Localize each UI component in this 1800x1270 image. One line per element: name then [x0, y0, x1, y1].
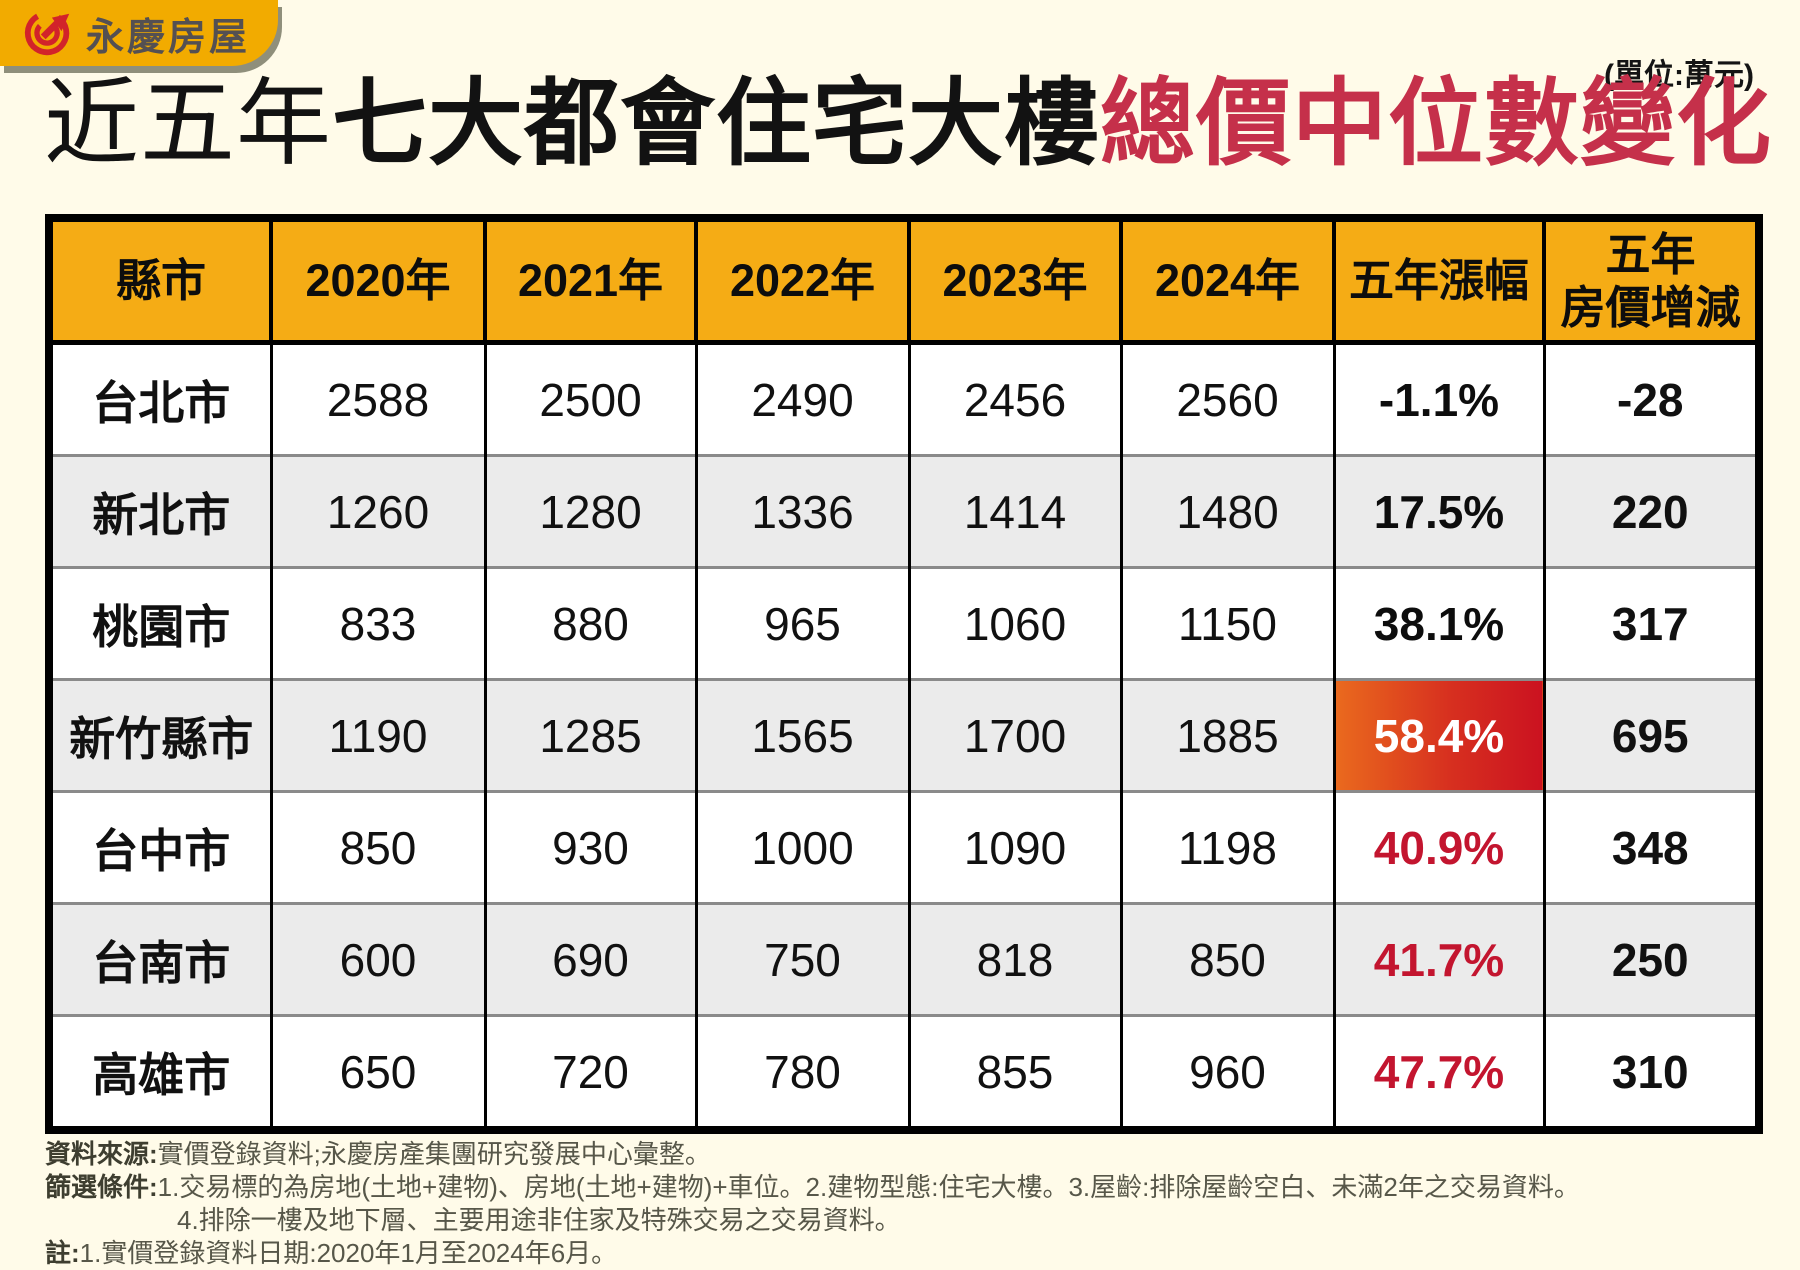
- price-cell: 1060: [907, 566, 1121, 680]
- five-year-change-pct-cell: 58.4%: [1332, 678, 1544, 792]
- five-year-change-amount-cell: 250: [1542, 902, 1759, 1016]
- city-cell: 桃園市: [49, 566, 271, 680]
- price-cell: 1480: [1119, 454, 1334, 568]
- table-body: 台北市 2588 2500 2490 2456 2560 -1.1% -28 新北市 1260 12…: [49, 342, 1759, 1130]
- filter-text: 1.交易標的為房地(土地+建物)、房地(土地+建物)+車位。2.建物型態:住宅大…: [157, 1172, 1580, 1202]
- note-text: 1.實價登錄資料日期:2020年1月至2024年6月。: [79, 1238, 618, 1268]
- brand-name: 永慶房屋: [86, 16, 251, 59]
- price-cell: 965: [694, 566, 909, 680]
- price-cell: 1280: [483, 454, 696, 568]
- source-text: 實價登錄資料;永慶房產集團研究發展中心彙整。: [157, 1139, 711, 1169]
- five-year-change-pct-cell: 40.9%: [1332, 790, 1544, 904]
- city-cell: 高雄市: [49, 1014, 271, 1130]
- price-cell: 1336: [694, 454, 909, 568]
- price-cell: 2588: [269, 342, 485, 456]
- city-cell: 新北市: [49, 454, 271, 568]
- city-cell: 新竹縣市: [49, 678, 271, 792]
- table-row: 桃園市 833 880 965 1060 1150 38.1% 317: [49, 566, 1759, 680]
- header-cell-2024: 2024年: [1119, 218, 1334, 345]
- header-cell-city: 縣市: [49, 218, 271, 345]
- price-cell: 1190: [269, 678, 485, 792]
- source-line: 資料來源:實價登錄資料;永慶房產集團研究發展中心彙整。: [45, 1138, 1755, 1171]
- price-cell: 2560: [1119, 342, 1334, 456]
- price-cell: 855: [907, 1014, 1121, 1130]
- price-cell: 780: [694, 1014, 909, 1130]
- filter-line: 篩選條件:1.交易標的為房地(土地+建物)、房地(土地+建物)+車位。2.建物型…: [45, 1171, 1755, 1204]
- city-cell: 台中市: [49, 790, 271, 904]
- five-year-change-amount-cell: 317: [1542, 566, 1759, 680]
- price-cell: 850: [1119, 902, 1334, 1016]
- price-cell: 690: [483, 902, 696, 1016]
- five-year-change-amount-cell: -28: [1542, 342, 1759, 456]
- yungching-logo-icon: [24, 10, 70, 56]
- price-cell: 1414: [907, 454, 1121, 568]
- price-cell: 850: [269, 790, 485, 904]
- note-label: 註:: [45, 1238, 80, 1268]
- title-highlight: 總價中位數變化: [1100, 71, 1773, 177]
- five-year-change-amount-cell: 310: [1542, 1014, 1759, 1130]
- header-cell-2020: 2020年: [269, 218, 485, 345]
- price-cell: 1285: [483, 678, 696, 792]
- price-cell: 930: [483, 790, 696, 904]
- filter-label: 篩選條件:: [45, 1172, 158, 1202]
- header-cell-five-year-change-amount: 五年 房價增減: [1542, 218, 1759, 345]
- unit-label: (單位:萬元): [1604, 59, 1754, 92]
- price-cell: 1150: [1119, 566, 1334, 680]
- header-cell-2022: 2022年: [694, 218, 909, 345]
- title-main: 七大都會住宅大樓: [332, 71, 1101, 177]
- price-cell: 1700: [907, 678, 1121, 792]
- header-cell-2021: 2021年: [483, 218, 696, 345]
- price-cell: 1260: [269, 454, 485, 568]
- five-year-change-pct-cell: 17.5%: [1332, 454, 1544, 568]
- footnotes: 資料來源:實價登錄資料;永慶房產集團研究發展中心彙整。 篩選條件:1.交易標的為…: [45, 1138, 1755, 1270]
- price-cell: 1090: [907, 790, 1121, 904]
- five-year-change-amount-cell: 220: [1542, 454, 1759, 568]
- city-cell: 台南市: [49, 902, 271, 1016]
- five-year-change-amount-cell: 348: [1542, 790, 1759, 904]
- price-cell: 1198: [1119, 790, 1334, 904]
- five-year-change-pct-cell: 47.7%: [1332, 1014, 1544, 1130]
- price-cell: 1885: [1119, 678, 1334, 792]
- price-cell: 750: [694, 902, 909, 1016]
- city-cell: 台北市: [49, 342, 271, 456]
- table-header: 縣市 2020年 2021年 2022年 2023年 2024年 五年漲幅 五年…: [49, 218, 1759, 345]
- five-year-change-pct-cell: -1.1%: [1332, 342, 1544, 456]
- five-year-change-pct-cell: 41.7%: [1332, 902, 1544, 1016]
- title-prefix: 近五年: [44, 69, 333, 179]
- table-row: 台北市 2588 2500 2490 2456 2560 -1.1% -28: [49, 342, 1759, 456]
- header-cell-2023: 2023年: [907, 218, 1121, 345]
- table-row: 新竹縣市 1190 1285 1565 1700 1885 58.4% 695: [49, 678, 1759, 792]
- page-title: 近五年七大都會住宅大樓總價中位數變化: [44, 76, 1772, 173]
- price-cell: 1000: [694, 790, 909, 904]
- price-table: 縣市 2020年 2021年 2022年 2023年 2024年 五年漲幅 五年…: [45, 214, 1763, 1134]
- price-cell: 650: [269, 1014, 485, 1130]
- brand-badge: 永慶房屋: [0, 0, 278, 66]
- price-cell: 720: [483, 1014, 696, 1130]
- price-cell: 2490: [694, 342, 909, 456]
- price-cell: 880: [483, 566, 696, 680]
- price-cell: 960: [1119, 1014, 1334, 1130]
- price-cell: 833: [269, 566, 485, 680]
- price-cell: 818: [907, 902, 1121, 1016]
- header-cell-five-year-change-pct: 五年漲幅: [1332, 218, 1544, 345]
- table-row: 台中市 850 930 1000 1090 1198 40.9% 348: [49, 790, 1759, 904]
- source-label: 資料來源:: [45, 1139, 158, 1169]
- table-row: 新北市 1260 1280 1336 1414 1480 17.5% 220: [49, 454, 1759, 568]
- price-cell: 2500: [483, 342, 696, 456]
- five-year-change-amount-cell: 695: [1542, 678, 1759, 792]
- table-row: 台南市 600 690 750 818 850 41.7% 250: [49, 902, 1759, 1016]
- table-header-row: 縣市 2020年 2021年 2022年 2023年 2024年 五年漲幅 五年…: [49, 218, 1759, 345]
- filter-line-continued: 4.排除一樓及地下層、主要用途非住家及特殊交易之交易資料。: [45, 1204, 1755, 1237]
- filter-text-continued: 4.排除一樓及地下層、主要用途非住家及特殊交易之交易資料。: [177, 1205, 901, 1235]
- note-line: 註:1.實價登錄資料日期:2020年1月至2024年6月。: [45, 1237, 1755, 1270]
- price-cell: 2456: [907, 342, 1121, 456]
- table-row: 高雄市 650 720 780 855 960 47.7% 310: [49, 1014, 1759, 1130]
- price-cell: 600: [269, 902, 485, 1016]
- price-cell: 1565: [694, 678, 909, 792]
- five-year-change-pct-cell: 38.1%: [1332, 566, 1544, 680]
